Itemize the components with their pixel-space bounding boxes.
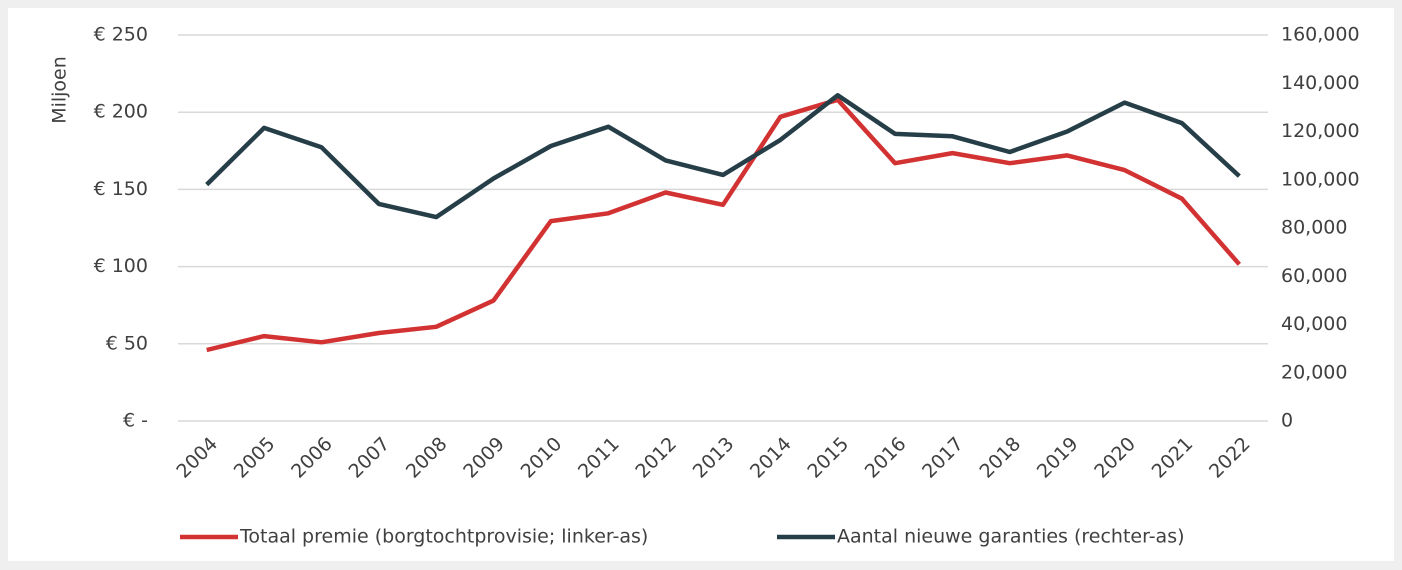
y-tick-label: € 150: [94, 178, 148, 200]
data-line: [206, 97, 1241, 353]
y2-tick-label: 20,000: [1281, 361, 1347, 383]
y-tick-label: € 200: [94, 101, 148, 123]
y2-tick-label: 40,000: [1281, 313, 1347, 335]
chart-background: [8, 8, 1394, 561]
data-line: [205, 93, 1241, 220]
y-tick-label: € 100: [94, 255, 148, 277]
legend-label: Totaal premie (borgtochtprovisie; linker…: [239, 526, 648, 548]
y2-tick-label: 0: [1281, 410, 1293, 432]
y2-tick-label: 80,000: [1281, 217, 1347, 239]
y-tick-label: € 50: [106, 332, 148, 354]
y-tick-label: € 250: [94, 24, 148, 46]
y2-tick-label: 160,000: [1281, 24, 1360, 46]
y2-tick-label: 100,000: [1281, 168, 1360, 190]
y2-tick-label: 120,000: [1281, 120, 1360, 142]
y2-tick-label: 60,000: [1281, 265, 1347, 287]
y-tick-label: € -: [123, 410, 148, 432]
y2-tick-label: 140,000: [1281, 72, 1360, 94]
y-axis-title: Miljoen: [49, 56, 71, 124]
legend-label: Aantal nieuwe garanties (rechter-as): [837, 526, 1185, 548]
